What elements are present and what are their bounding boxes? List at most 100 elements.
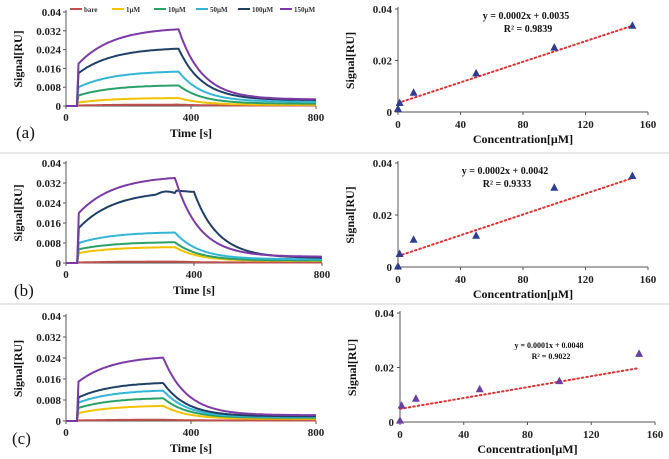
panel-label: (c) xyxy=(12,429,31,448)
scatter-x-axis-label: Concentration[µM] xyxy=(473,287,573,301)
kinetic-y-tick-label: 0.016 xyxy=(36,218,61,230)
scatter-x-tick-label: 40 xyxy=(458,429,470,441)
kinetic-y-tick-label: 0.04 xyxy=(42,311,62,323)
legend-label: 150µM xyxy=(294,6,316,14)
kinetic-y-tick-label: 0.032 xyxy=(36,26,61,38)
scatter-x-tick-label: 40 xyxy=(455,274,467,286)
data-point-marker xyxy=(550,183,559,191)
panel-label: (b) xyxy=(14,281,34,300)
legend-label: 100µM xyxy=(252,6,274,14)
data-point-marker xyxy=(628,171,637,179)
scatter-y-tick-label: 0 xyxy=(389,417,395,429)
kinetic-x-tick-label: 800 xyxy=(314,269,331,281)
kinetic-y-axis-label: Signal[RU] xyxy=(11,30,25,87)
scatter-x-tick-label: 0 xyxy=(395,274,401,286)
scatter-y-tick-label: 0.02 xyxy=(375,363,395,375)
scatter-y-axis-label: Signal[RU] xyxy=(343,32,357,89)
data-point-marker xyxy=(475,384,484,393)
data-point-marker xyxy=(396,416,404,424)
kinetic-x-tick-label: 800 xyxy=(308,427,325,439)
data-point-marker xyxy=(409,235,418,243)
series-line-100M xyxy=(66,382,316,422)
scatter-y-tick-label: 0.02 xyxy=(373,56,393,68)
scatter-x-tick-label: 120 xyxy=(583,429,600,441)
kinetic-x-tick-label: 400 xyxy=(183,112,200,124)
kinetic-y-tick-label: 0.024 xyxy=(36,198,61,210)
legend-label: 50µM xyxy=(210,6,228,14)
legend-label: bare xyxy=(84,6,97,14)
data-point-marker xyxy=(628,21,637,29)
series-line-10M xyxy=(66,84,316,107)
series-line-150M xyxy=(66,177,322,264)
kinetic-y-tick-label: 0.032 xyxy=(36,178,61,190)
r-squared: R² = 0.9333 xyxy=(483,179,531,190)
scatter-x-axis-label: Concentration[µM] xyxy=(477,442,577,456)
scatter-x-tick-label: 80 xyxy=(518,274,530,286)
kinetic-x-tick-label: 800 xyxy=(308,112,325,124)
kinetic-x-tick-label: 400 xyxy=(183,427,200,439)
kinetic-y-tick-label: 0 xyxy=(56,416,62,428)
kinetic-y-axis-label: Signal[RU] xyxy=(11,340,25,397)
trendline-equation: y = 0.0002x + 0.0042 xyxy=(462,166,548,177)
trendline-equation: y = 0.0002x + 0.0035 xyxy=(483,11,569,22)
kinetic-x-tick-label: 0 xyxy=(63,427,69,439)
data-point-marker xyxy=(394,262,402,270)
series-line-1M xyxy=(66,404,316,422)
data-point-marker xyxy=(550,43,559,51)
kinetic-y-tick-label: 0.008 xyxy=(36,238,61,250)
data-point-marker xyxy=(472,231,481,239)
kinetic-y-tick-label: 0.024 xyxy=(36,45,61,57)
trendline xyxy=(399,367,641,410)
kinetic-x-axis-label: Time [s] xyxy=(170,126,212,140)
data-point-marker xyxy=(555,376,564,385)
r-squared: R² = 0.9022 xyxy=(532,352,571,361)
kinetic-y-tick-label: 0 xyxy=(56,258,62,270)
legend-label: 10µM xyxy=(168,6,186,14)
scatter-x-tick-label: 160 xyxy=(640,274,657,286)
trendline-equation: y = 0.0001x + 0.0048 xyxy=(514,341,583,350)
scatter-y-axis-label: Signal[RU] xyxy=(343,186,357,243)
kinetic-x-axis-label: Time [s] xyxy=(170,441,212,455)
scatter-x-tick-label: 80 xyxy=(522,429,534,441)
kinetic-x-axis-label: Time [s] xyxy=(173,283,215,297)
scatter-x-axis-label: Concentration[µM] xyxy=(473,132,573,146)
scatter-x-tick-label: 160 xyxy=(640,119,657,131)
series-line-150M xyxy=(66,356,316,422)
scatter-x-tick-label: 0 xyxy=(395,119,401,131)
kinetic-x-tick-label: 0 xyxy=(63,112,69,124)
data-point-marker xyxy=(635,349,644,357)
scatter-x-tick-label: 120 xyxy=(577,119,594,131)
data-point-marker xyxy=(411,394,420,402)
scatter-y-tick-label: 0.04 xyxy=(373,4,393,16)
series-line-50M xyxy=(66,70,316,107)
scatter-y-tick-label: 0.04 xyxy=(375,308,395,320)
scatter-y-tick-label: 0 xyxy=(387,107,393,119)
series-line-50M xyxy=(66,231,322,264)
r-squared: R² = 0.9839 xyxy=(504,24,552,35)
data-point-marker xyxy=(409,88,418,96)
trendline xyxy=(397,24,634,104)
kinetic-y-tick-label: 0.008 xyxy=(36,82,61,94)
kinetic-y-tick-label: 0.016 xyxy=(36,374,61,386)
kinetic-y-tick-label: 0.032 xyxy=(36,332,61,344)
scatter-y-axis-label: Signal[RU] xyxy=(345,339,359,396)
scatter-y-tick-label: 0 xyxy=(387,262,393,274)
kinetic-y-tick-label: 0.024 xyxy=(36,353,61,365)
kinetic-y-tick-label: 0.016 xyxy=(36,63,61,75)
data-point-marker xyxy=(395,249,404,257)
scatter-x-tick-label: 120 xyxy=(577,274,594,286)
scatter-x-tick-label: 80 xyxy=(518,119,530,131)
scatter-y-tick-label: 0.02 xyxy=(373,210,393,222)
series-line-1M xyxy=(66,97,316,107)
kinetic-y-tick-label: 0.04 xyxy=(42,158,62,170)
data-point-marker xyxy=(397,401,406,409)
scatter-x-tick-label: 0 xyxy=(397,429,403,441)
kinetic-x-tick-label: 0 xyxy=(63,269,69,281)
data-point-marker xyxy=(395,98,404,106)
series-line-150M xyxy=(66,28,316,107)
kinetic-y-tick-label: 0.008 xyxy=(36,395,61,407)
